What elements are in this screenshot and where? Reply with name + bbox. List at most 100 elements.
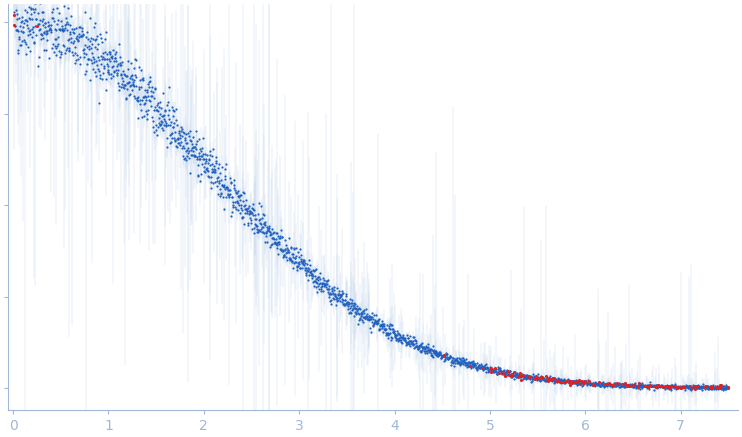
Point — [707, 382, 719, 389]
Point — [584, 381, 596, 388]
Point — [507, 370, 519, 377]
Point — [444, 354, 456, 361]
Point — [105, 70, 117, 77]
Point — [237, 213, 249, 220]
Point — [192, 171, 204, 178]
Point — [348, 312, 360, 319]
Point — [694, 384, 706, 391]
Point — [441, 350, 453, 357]
Point — [688, 383, 700, 390]
Point — [404, 332, 416, 339]
Point — [670, 383, 682, 390]
Point — [531, 377, 543, 384]
Point — [441, 354, 453, 361]
Point — [323, 293, 335, 300]
Point — [91, 45, 103, 52]
Point — [675, 384, 687, 391]
Point — [65, 30, 76, 37]
Point — [301, 267, 312, 274]
Point — [349, 305, 361, 312]
Point — [243, 202, 255, 209]
Point — [513, 371, 525, 378]
Point — [191, 138, 203, 145]
Point — [335, 299, 347, 306]
Point — [173, 139, 185, 146]
Point — [548, 378, 560, 385]
Point — [557, 378, 569, 385]
Point — [308, 267, 320, 274]
Point — [524, 375, 536, 382]
Point — [270, 241, 282, 248]
Point — [598, 383, 610, 390]
Point — [176, 144, 188, 151]
Point — [468, 362, 480, 369]
Point — [129, 56, 141, 63]
Point — [490, 368, 502, 375]
Point — [185, 152, 197, 159]
Point — [709, 384, 720, 391]
Point — [275, 245, 287, 252]
Point — [529, 375, 541, 382]
Point — [649, 382, 661, 389]
Point — [298, 258, 309, 265]
Point — [318, 282, 329, 289]
Point — [358, 306, 370, 313]
Point — [148, 107, 160, 114]
Point — [549, 378, 561, 385]
Point — [41, 37, 53, 44]
Point — [395, 340, 407, 347]
Point — [587, 382, 599, 389]
Point — [479, 365, 491, 372]
Point — [136, 97, 148, 104]
Point — [340, 300, 352, 307]
Point — [183, 132, 195, 139]
Point — [67, 28, 79, 35]
Point — [702, 384, 714, 391]
Point — [281, 256, 293, 263]
Point — [213, 161, 225, 168]
Point — [39, 24, 51, 31]
Point — [442, 355, 454, 362]
Point — [513, 372, 525, 379]
Point — [708, 385, 720, 392]
Point — [462, 362, 473, 369]
Point — [172, 134, 184, 141]
Point — [114, 62, 126, 69]
Point — [410, 340, 422, 347]
Point — [597, 381, 608, 388]
Point — [408, 333, 420, 340]
Point — [662, 384, 674, 391]
Point — [711, 382, 723, 389]
Point — [259, 219, 271, 226]
Point — [191, 153, 203, 160]
Point — [561, 377, 573, 384]
Point — [564, 381, 576, 388]
Point — [484, 365, 496, 372]
Point — [418, 347, 430, 354]
Point — [563, 377, 575, 384]
Point — [441, 354, 453, 361]
Point — [350, 306, 362, 313]
Point — [719, 383, 731, 390]
Point — [314, 275, 326, 282]
Point — [73, 24, 85, 31]
Point — [111, 69, 123, 76]
Point — [358, 318, 370, 325]
Point — [296, 260, 308, 267]
Point — [309, 277, 321, 284]
Point — [174, 139, 186, 146]
Point — [501, 369, 513, 376]
Point — [634, 380, 646, 387]
Point — [96, 69, 108, 76]
Point — [670, 384, 682, 391]
Point — [29, 0, 41, 7]
Point — [706, 385, 718, 392]
Point — [143, 83, 155, 90]
Point — [257, 211, 269, 218]
Point — [243, 211, 255, 218]
Point — [329, 287, 341, 294]
Point — [522, 373, 534, 380]
Point — [387, 325, 398, 332]
Point — [106, 52, 118, 59]
Point — [626, 382, 637, 389]
